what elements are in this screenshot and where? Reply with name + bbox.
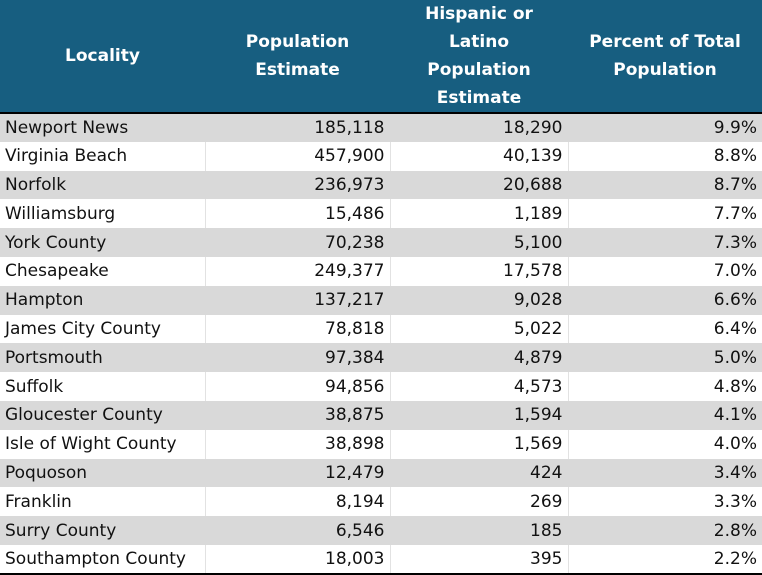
table-row: Williamsburg 15,486 1,189 7.7%: [0, 199, 762, 229]
table-row: York County 70,238 5,100 7.3%: [0, 228, 762, 257]
percent-cell: 7.3%: [567, 228, 762, 257]
population-cell: 18,003: [204, 544, 390, 575]
percent-cell: 6.6%: [567, 285, 762, 315]
locality-cell: Norfolk: [0, 170, 205, 200]
population-cell: 97,384: [204, 343, 390, 373]
percent-cell: 3.3%: [567, 487, 762, 517]
hispanic-population-cell: 5,100: [389, 228, 568, 257]
locality-cell: Suffolk: [5, 376, 64, 397]
table-header: Locality Population Estimate Hispanic or…: [0, 0, 762, 114]
table-row: Newport News 185,118 18,290 9.9%: [0, 113, 762, 142]
population-cell: 78,818: [204, 314, 390, 344]
percent-cell: 4.0%: [567, 429, 762, 459]
table-body: Newport News 185,118 18,290 9.9% Virginia Be…: [0, 113, 762, 575]
percent-cell: 8.7%: [567, 170, 762, 200]
table-row: Isle of Wight County 38,898 1,569 4.0%: [0, 429, 762, 459]
hispanic-population-cell: 1,569: [389, 429, 568, 459]
locality-cell: Newport News: [0, 113, 205, 142]
header-row: Locality Population Estimate Hispanic or…: [0, 0, 762, 114]
hispanic-population-cell: 1,594: [389, 400, 568, 430]
population-cell: 8,194: [204, 487, 390, 517]
header-hispanic-population-estimate: Hispanic or Latino Population Estimate: [390, 0, 568, 114]
table-row: Virginia Beach 457,900 40,139 8.8%: [0, 141, 762, 171]
population-cell: 185,118: [204, 113, 390, 142]
locality-cell: Surry County: [0, 516, 205, 545]
locality-cell: Virginia Beach: [5, 146, 128, 167]
locality-cell: York County: [0, 228, 205, 257]
locality-cell: Poquoson: [0, 458, 205, 488]
population-cell: 70,238: [204, 228, 390, 257]
percent-cell: 9.9%: [567, 113, 762, 142]
hispanic-population-cell: 424: [389, 458, 568, 488]
hispanic-population-cell: 395: [389, 544, 568, 575]
table-row: Hampton 137,217 9,028 6.6%: [0, 285, 762, 315]
percent-cell: 2.8%: [567, 516, 762, 545]
table-row: Surry County 6,546 185 2.8%: [0, 516, 762, 545]
header-population-estimate: Population Estimate: [205, 0, 390, 114]
table-row: James City County 78,818 5,022 6.4%: [0, 314, 762, 344]
population-cell: 236,973: [204, 170, 390, 200]
percent-cell: 2.2%: [567, 544, 762, 575]
locality-cell: Franklin: [5, 491, 72, 512]
hispanic-population-cell: 185: [389, 516, 568, 545]
hispanic-population-cell: 40,139: [389, 141, 568, 171]
table-row: Chesapeake 249,377 17,578 7.0%: [0, 256, 762, 286]
locality-cell: Isle of Wight County: [5, 434, 177, 455]
percent-cell: 7.0%: [567, 256, 762, 286]
percent-cell: 6.4%: [567, 314, 762, 344]
table-row: Franklin 8,194 269 3.3%: [0, 487, 762, 517]
hispanic-population-cell: 18,290: [389, 113, 568, 142]
percent-cell: 4.1%: [567, 400, 762, 430]
percent-cell: 4.8%: [567, 372, 762, 401]
table-row: Portsmouth 97,384 4,879 5.0%: [0, 343, 762, 373]
hispanic-population-cell: 9,028: [389, 285, 568, 315]
hispanic-population-cell: 269: [389, 487, 568, 517]
table-row: Gloucester County 38,875 1,594 4.1%: [0, 400, 762, 430]
header-percent-of-total: Percent of Total Population: [568, 0, 762, 114]
hispanic-population-cell: 1,189: [389, 199, 568, 229]
population-cell: 38,898: [204, 429, 390, 459]
hispanic-population-cell: 17,578: [389, 256, 568, 286]
locality-cell: Chesapeake: [5, 261, 109, 282]
hispanic-population-cell: 4,879: [389, 343, 568, 373]
hispanic-population-cell: 5,022: [389, 314, 568, 344]
locality-cell: Southampton County: [0, 544, 205, 575]
locality-cell: James City County: [5, 318, 161, 339]
percent-cell: 8.8%: [567, 141, 762, 171]
table-row: Southampton County 18,003 395 2.2%: [0, 544, 762, 575]
table-row: Suffolk 94,856 4,573 4.8%: [0, 372, 762, 401]
locality-cell: Hampton: [0, 285, 205, 315]
population-cell: 15,486: [204, 199, 390, 229]
population-cell: 12,479: [204, 458, 390, 488]
population-cell: 6,546: [204, 516, 390, 545]
hispanic-population-cell: 20,688: [389, 170, 568, 200]
population-cell: 38,875: [204, 400, 390, 430]
hispanic-population-cell: 4,573: [389, 372, 568, 401]
percent-cell: 3.4%: [567, 458, 762, 488]
header-locality: Locality: [0, 0, 205, 114]
table-row: Poquoson 12,479 424 3.4%: [0, 458, 762, 488]
locality-cell: Gloucester County: [0, 400, 205, 430]
percent-cell: 5.0%: [567, 343, 762, 373]
locality-cell: Portsmouth: [0, 343, 205, 373]
population-cell: 457,900: [204, 141, 390, 171]
population-cell: 137,217: [204, 285, 390, 315]
locality-cell: Williamsburg: [5, 203, 116, 224]
population-cell: 94,856: [204, 372, 390, 401]
population-cell: 249,377: [204, 256, 390, 286]
percent-cell: 7.7%: [567, 199, 762, 229]
table-row: Norfolk 236,973 20,688 8.7%: [0, 170, 762, 200]
